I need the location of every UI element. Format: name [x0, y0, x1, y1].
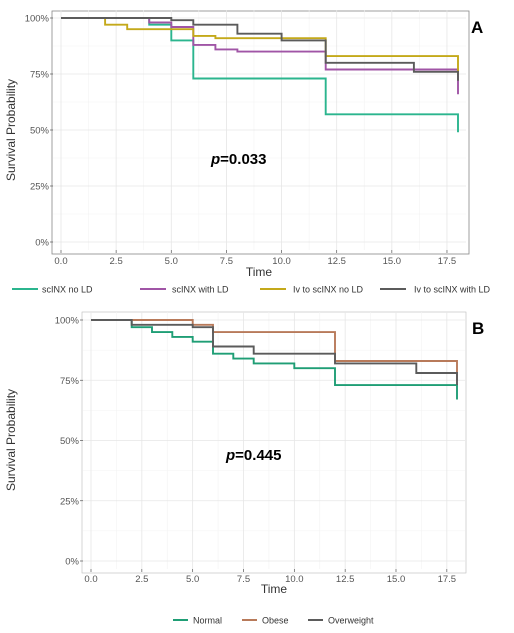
survival-curve-overweight [91, 319, 458, 386]
panel-b-p-symbol: p [225, 447, 235, 464]
panel-a-p-value: p=0.033 [210, 151, 266, 168]
panel-b-p-value: p=0.445 [225, 447, 281, 464]
y-tick-label: 50% [30, 126, 50, 137]
panel-a-curves [61, 17, 459, 133]
panel-a-x-axis-title: Time [246, 265, 273, 279]
panel-a-y-ticks: 0% 25% 50% 75% 100% [25, 14, 53, 249]
survival-curve-iv-to-scinx-with-ld [61, 17, 459, 81]
x-tick-label: 15.0 [387, 574, 406, 585]
x-tick-label: 0.0 [84, 574, 97, 585]
y-tick-label: 75% [60, 376, 80, 387]
legend-label-iv-to-scinx-no-ld: Iv to scINX no LD [293, 285, 364, 295]
x-tick-label: 7.5 [220, 256, 233, 267]
panel-a-plot-background [51, 10, 470, 255]
panel-b-y-ticks: 0% 25% 50% 75% 100% [55, 316, 83, 568]
panel-a-y-axis-title: Survival Probability [4, 79, 18, 181]
x-tick-label: 2.5 [135, 574, 148, 585]
x-tick-label: 17.5 [438, 574, 457, 585]
x-tick-label: 10.0 [285, 574, 304, 585]
panel-b-curves [91, 319, 458, 400]
survival-curve-normal [91, 319, 458, 400]
x-tick-label: 12.5 [327, 256, 346, 267]
y-tick-label: 25% [60, 496, 80, 507]
x-tick-label: 15.0 [383, 256, 402, 267]
panel-b-x-axis-title: Time [261, 582, 288, 596]
legend-label-overweight: Overweight [328, 616, 374, 626]
x-tick-label: 0.0 [54, 256, 67, 267]
panel-a-legend: scINX no LD scINX with LD Iv to scINX no L… [12, 285, 491, 295]
panel-b: 0% 25% 50% 75% 100% 0.0 2.5 5.0 7.5 10.0 12.5 15.0… [4, 311, 484, 626]
x-tick-label: 5.0 [165, 256, 178, 267]
panel-b-legend: Normal Obese Overweight [173, 616, 374, 626]
legend-label-obese: Obese [262, 616, 289, 626]
panel-b-gridlines [83, 312, 465, 569]
panel-a-label: A [471, 18, 483, 37]
panel-a-x-ticks: 0.0 2.5 5.0 7.5 10.0 12.5 15.0 17.5 [54, 250, 456, 267]
y-tick-label: 0% [35, 238, 49, 249]
legend-label-scinx-with-ld: scINX with LD [172, 285, 229, 295]
x-tick-label: 2.5 [110, 256, 123, 267]
y-tick-label: 50% [60, 436, 80, 447]
x-tick-label: 5.0 [186, 574, 199, 585]
x-tick-label: 17.5 [438, 256, 457, 267]
x-tick-label: 10.0 [272, 256, 291, 267]
panel-a-p-text: =0.033 [220, 151, 266, 168]
panel-b-label: B [472, 319, 484, 338]
x-tick-label: 7.5 [237, 574, 250, 585]
y-tick-label: 100% [25, 14, 50, 25]
legend-label-scinx-no-ld: scINX no LD [42, 285, 93, 295]
legend-label-normal: Normal [193, 616, 222, 626]
panel-b-x-ticks: 0.0 2.5 5.0 7.5 10.0 12.5 15.0 17.5 [84, 569, 456, 585]
panel-a: 0% 25% 50% 75% 100% 0.0 2.5 5.0 7.5 10.0 12.5 15.0… [4, 10, 491, 295]
y-tick-label: 0% [65, 557, 79, 568]
panel-b-plot-background [81, 311, 467, 574]
y-tick-label: 75% [30, 70, 50, 81]
y-tick-label: 25% [30, 182, 50, 193]
panel-b-y-axis-title: Survival Probability [4, 389, 18, 491]
panel-a-gridlines [53, 10, 466, 250]
x-tick-label: 12.5 [336, 574, 355, 585]
y-tick-label: 100% [55, 316, 80, 327]
panel-a-p-symbol: p [210, 151, 220, 168]
panel-b-p-text: =0.445 [235, 447, 281, 464]
legend-label-iv-to-scinx-with-ld: Iv to scINX with LD [414, 285, 491, 295]
